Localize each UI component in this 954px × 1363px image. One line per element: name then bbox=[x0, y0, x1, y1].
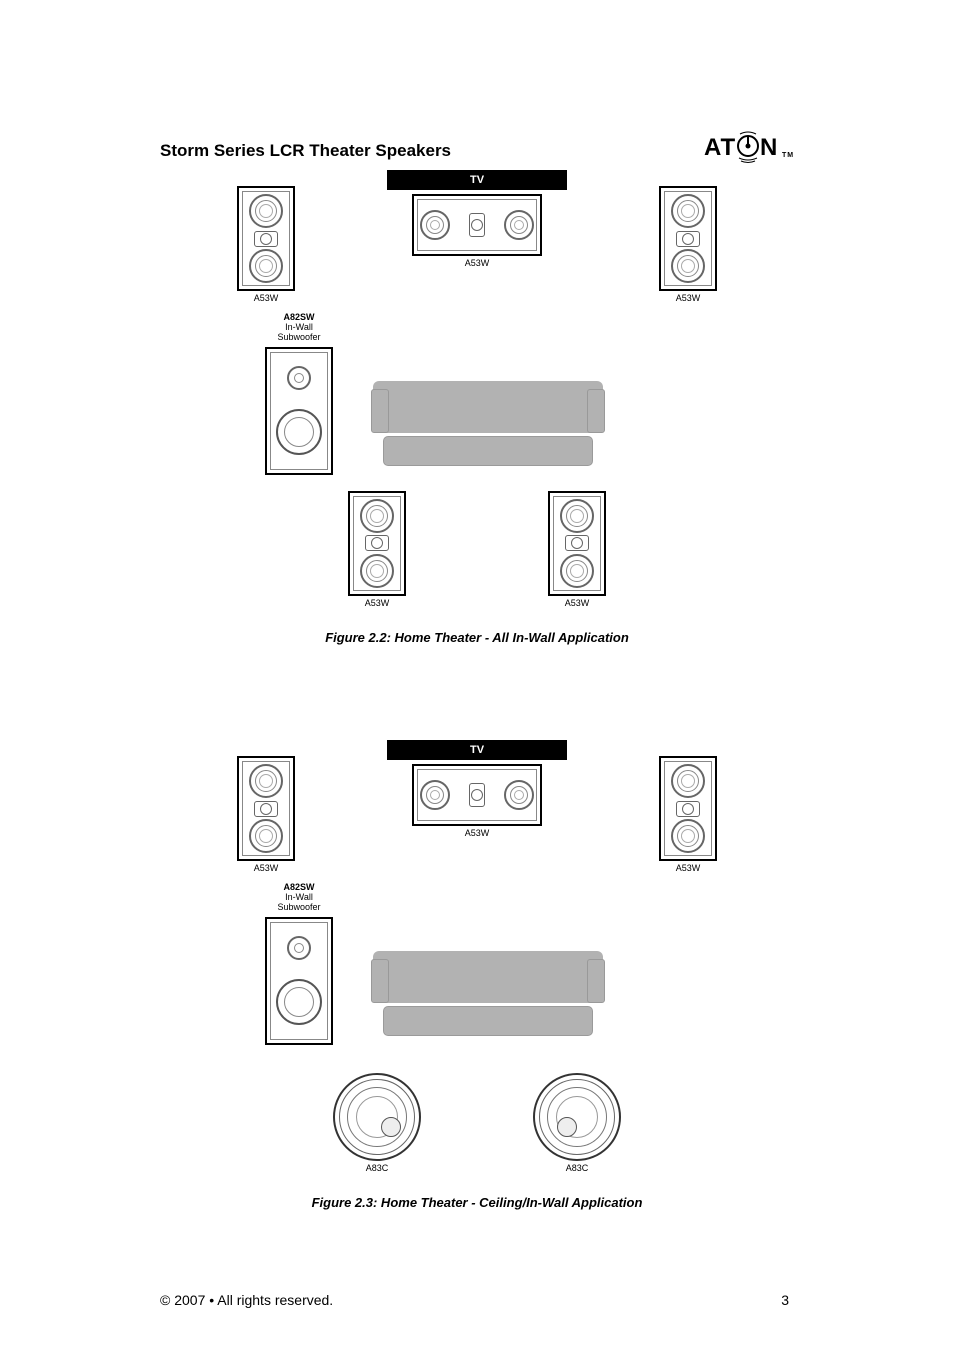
figure-2-2: A53W TV A53W A53W A82SW In-Wall Subwoofe… bbox=[237, 170, 717, 645]
speaker-label: A53W bbox=[254, 293, 279, 303]
subwoofer-label: A82SW In-Wall Subwoofer bbox=[277, 313, 320, 343]
center-speaker-icon bbox=[412, 764, 542, 826]
speaker-label: A53W bbox=[676, 293, 701, 303]
speaker-label: A53W bbox=[565, 598, 590, 608]
subwoofer-icon bbox=[265, 917, 333, 1045]
tv-and-center: TV A53W bbox=[387, 740, 567, 838]
sub-type: In-Wall bbox=[285, 892, 313, 902]
svg-text:AT: AT bbox=[704, 134, 736, 161]
rear-right-speaker: A53W bbox=[548, 491, 606, 608]
sub-desc: Subwoofer bbox=[277, 332, 320, 342]
subwoofer-icon bbox=[265, 347, 333, 475]
in-wall-speaker-icon bbox=[237, 756, 295, 861]
front-left-speaker: A53W bbox=[237, 186, 295, 303]
rear-speakers-row: A53W A53W bbox=[237, 491, 717, 608]
rear-speakers-row: A83C A83C bbox=[237, 1073, 717, 1173]
in-wall-speaker-icon bbox=[237, 186, 295, 291]
document-title: Storm Series LCR Theater Speakers bbox=[160, 141, 451, 161]
in-wall-speaker-icon bbox=[659, 186, 717, 291]
speaker-label: A83C bbox=[566, 1163, 589, 1173]
svg-text:TM: TM bbox=[782, 152, 794, 159]
subwoofer-and-couch-row: A82SW In-Wall Subwoofer bbox=[237, 313, 717, 475]
rear-right-ceiling: A83C bbox=[533, 1073, 621, 1173]
sub-model: A82SW bbox=[283, 882, 314, 892]
speaker-label: A53W bbox=[254, 863, 279, 873]
couch-icon bbox=[373, 951, 603, 1036]
subwoofer-label: A82SW In-Wall Subwoofer bbox=[277, 883, 320, 913]
ceiling-speaker-icon bbox=[533, 1073, 621, 1161]
tv-icon: TV bbox=[387, 740, 567, 760]
svg-text:N: N bbox=[760, 134, 778, 161]
rear-left-ceiling: A83C bbox=[333, 1073, 421, 1173]
center-speaker-icon bbox=[412, 194, 542, 256]
tv-and-center: TV A53W bbox=[387, 170, 567, 268]
front-speakers-row: A53W TV A53W A53W bbox=[237, 740, 717, 873]
speaker-label: A53W bbox=[676, 863, 701, 873]
figure-caption: Figure 2.2: Home Theater - All In-Wall A… bbox=[237, 630, 717, 645]
figure-caption: Figure 2.3: Home Theater - Ceiling/In-Wa… bbox=[237, 1195, 717, 1210]
subwoofer-and-couch-row: A82SW In-Wall Subwoofer bbox=[237, 883, 717, 1045]
speaker-label: A53W bbox=[465, 258, 490, 268]
sub-desc: Subwoofer bbox=[277, 902, 320, 912]
copyright-text: © 2007 • All rights reserved. bbox=[160, 1292, 333, 1308]
sub-model: A82SW bbox=[283, 312, 314, 322]
front-right-speaker: A53W bbox=[659, 756, 717, 873]
rear-left-speaker: A53W bbox=[348, 491, 406, 608]
in-wall-speaker-icon bbox=[659, 756, 717, 861]
ceiling-speaker-icon bbox=[333, 1073, 421, 1161]
brand-logo: AT N TM bbox=[704, 130, 794, 171]
front-right-speaker: A53W bbox=[659, 186, 717, 303]
subwoofer-block: A82SW In-Wall Subwoofer bbox=[265, 313, 333, 475]
speaker-label: A53W bbox=[465, 828, 490, 838]
front-left-speaker: A53W bbox=[237, 756, 295, 873]
speaker-label: A53W bbox=[365, 598, 390, 608]
tv-icon: TV bbox=[387, 170, 567, 190]
page-footer: © 2007 • All rights reserved. 3 bbox=[160, 1292, 789, 1308]
figure-2-3: A53W TV A53W A53W A82SW In-Wall Subwoofe… bbox=[237, 740, 717, 1210]
couch-icon bbox=[373, 381, 603, 466]
page-number: 3 bbox=[781, 1292, 789, 1308]
front-speakers-row: A53W TV A53W A53W bbox=[237, 170, 717, 303]
subwoofer-block: A82SW In-Wall Subwoofer bbox=[265, 883, 333, 1045]
in-wall-speaker-icon bbox=[548, 491, 606, 596]
in-wall-speaker-icon bbox=[348, 491, 406, 596]
speaker-label: A83C bbox=[366, 1163, 389, 1173]
page-header: Storm Series LCR Theater Speakers AT N T… bbox=[160, 130, 794, 171]
sub-type: In-Wall bbox=[285, 322, 313, 332]
